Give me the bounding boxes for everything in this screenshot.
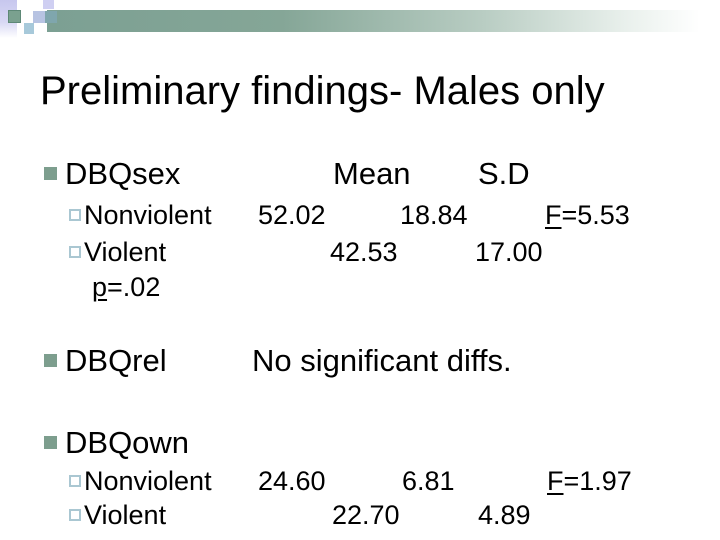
bullet-square-icon xyxy=(44,354,57,367)
sub-bullet-square-icon xyxy=(69,209,81,221)
row-label: Nonviolent xyxy=(84,466,212,496)
sd-value: 4.89 xyxy=(478,500,531,530)
deco-square-lavender-icon xyxy=(43,0,54,9)
section-heading-dbqrel: DBQrel xyxy=(65,343,167,378)
dbqown-row-violent: Violent 22.70 4.89 xyxy=(0,498,720,532)
deco-square-lightblue-icon xyxy=(24,23,34,34)
dbqsex-row-violent: Violent 42.53 17.00 xyxy=(0,235,720,269)
f-statistic-value: =1.97 xyxy=(563,466,632,496)
sd-value: 18.84 xyxy=(400,200,468,230)
slide-title: Preliminary findings- Males only xyxy=(40,69,605,113)
deco-square-periwinkle-icon xyxy=(33,11,45,23)
p-value-letter: p xyxy=(92,272,108,302)
column-header-sd: S.D xyxy=(478,156,530,191)
bullet-square-icon xyxy=(44,167,57,180)
p-value: p=.02 xyxy=(92,270,160,304)
mean-value: 24.60 xyxy=(258,466,326,496)
row-label: Violent xyxy=(84,237,167,267)
f-statistic-letter: F xyxy=(547,466,564,496)
sd-value: 6.81 xyxy=(402,466,455,496)
p-value-number: =.02 xyxy=(107,272,161,302)
section-dbqown-header-row: DBQown xyxy=(0,423,720,463)
sub-bullet-square-icon xyxy=(69,475,81,487)
dbqown-row-nonviolent: Nonviolent 24.60 6.81 F=1.97 xyxy=(0,464,720,498)
column-header-mean: Mean xyxy=(333,156,411,191)
dbqrel-result-text: No significant diffs. xyxy=(252,343,512,378)
sd-value: 17.00 xyxy=(475,237,543,267)
f-statistic-value: =5.53 xyxy=(561,200,630,230)
deco-square-green-icon xyxy=(8,10,21,23)
mean-value: 22.70 xyxy=(332,500,400,530)
section-heading-dbqsex: DBQsex xyxy=(65,156,181,191)
row-label: Nonviolent xyxy=(84,200,212,230)
section-dbqsex-header-row: DBQsex Mean S.D xyxy=(0,154,720,194)
row-label: Violent xyxy=(84,500,167,530)
f-statistic-letter: F xyxy=(545,200,562,230)
mean-value: 42.53 xyxy=(330,237,398,267)
deco-square-teal-icon xyxy=(45,11,57,23)
section-dbqrel-row: DBQrel No significant diffs. xyxy=(0,341,720,381)
section-heading-dbqown: DBQown xyxy=(65,425,190,460)
header-gradient-bar xyxy=(47,10,720,32)
dbqsex-p-value-row: p=.02 xyxy=(0,270,720,304)
sub-bullet-square-icon xyxy=(69,246,81,258)
bullet-square-icon xyxy=(44,436,57,449)
mean-value: 52.02 xyxy=(258,200,326,230)
dbqsex-row-nonviolent: Nonviolent 52.02 18.84 F=5.53 xyxy=(0,198,720,232)
sub-bullet-square-icon xyxy=(69,509,81,521)
f-statistic: F=5.53 xyxy=(545,198,630,232)
f-statistic: F=1.97 xyxy=(547,464,632,498)
